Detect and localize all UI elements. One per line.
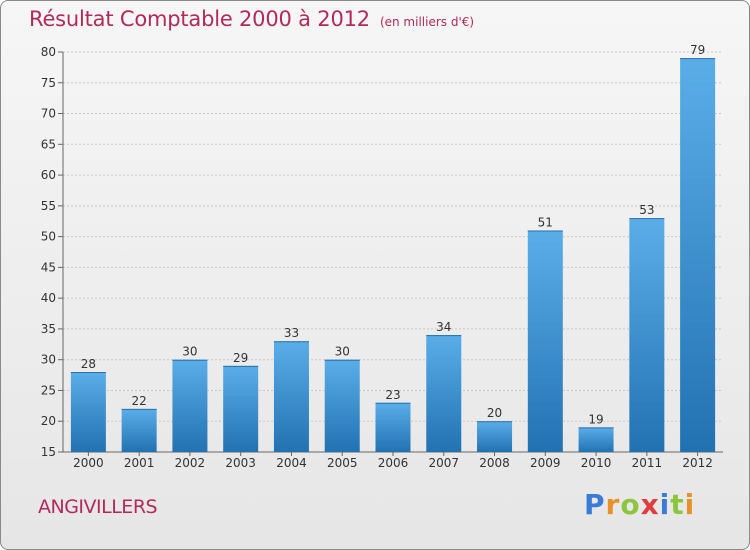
bar-2003 [223, 365, 259, 452]
x-tick-label: 2002 [175, 456, 206, 470]
x-tick-label: 2003 [225, 456, 256, 470]
x-tick-label: 2007 [428, 456, 459, 470]
y-tick-label: 65 [41, 137, 56, 151]
bar-2011 [629, 218, 665, 452]
data-label: 34 [436, 320, 451, 334]
x-tick-label: 2000 [73, 456, 104, 470]
y-tick-label: 40 [41, 291, 56, 305]
y-tick-label: 70 [41, 107, 56, 121]
bar-2010 [578, 427, 614, 452]
y-tick-label: 25 [41, 383, 56, 397]
x-tick-label: 2001 [124, 456, 155, 470]
x-tick-label: 2005 [327, 456, 358, 470]
y-tick-label: 20 [41, 414, 56, 428]
data-labels: 28 22 30 29 33 30 23 34 20 51 19 53 79 [81, 43, 706, 426]
logo-letter: o [620, 488, 641, 521]
logo-letter: i [684, 488, 696, 521]
data-label: 28 [81, 357, 96, 371]
logo-letter: t [670, 488, 685, 521]
bar-2006 [375, 402, 411, 452]
y-tick-label: 30 [41, 353, 56, 367]
y-tick-label: 15 [41, 445, 56, 459]
bar-2002 [172, 359, 208, 452]
y-tick-label: 55 [41, 199, 56, 213]
y-tick-label: 35 [41, 322, 56, 336]
x-tick-label: 2011 [632, 456, 663, 470]
logo-letter: i [659, 488, 671, 521]
bar-2007 [426, 335, 462, 452]
y-tick-label: 75 [41, 76, 56, 90]
data-label: 79 [690, 43, 705, 57]
x-tick-label: 2008 [479, 456, 510, 470]
bar-2008 [477, 421, 513, 452]
bar-2005 [324, 359, 360, 452]
bar-2001 [121, 408, 157, 452]
bar-2012 [680, 58, 716, 453]
y-tick-label: 60 [41, 168, 56, 182]
data-label: 29 [233, 351, 248, 365]
title-line: Résultat Comptable 2000 à 2012 (en millie… [29, 7, 474, 31]
bar-2000 [70, 372, 106, 452]
y-tick-label: 80 [41, 45, 56, 59]
data-label: 30 [335, 345, 350, 359]
y-tick-label: 45 [41, 260, 56, 274]
bar-2004 [273, 341, 309, 452]
data-label: 20 [487, 406, 502, 420]
x-tick-label: 2004 [276, 456, 307, 470]
data-label: 33 [284, 326, 299, 340]
logo-letter: P [584, 488, 606, 521]
data-label: 51 [538, 215, 553, 229]
x-tick-label: 2012 [682, 456, 713, 470]
commune-name: ANGIVILLERS [38, 496, 158, 518]
x-tick-label: 2009 [530, 456, 561, 470]
logo-letter: r [605, 488, 621, 521]
x-tick-label: 2006 [378, 456, 409, 470]
chart-subtitle: (en milliers d'€) [379, 15, 475, 29]
data-label: 23 [385, 388, 400, 402]
data-label: 19 [588, 412, 603, 426]
y-tick-label: 50 [41, 230, 56, 244]
chart-title: Résultat Comptable 2000 à 2012 [29, 7, 370, 31]
data-label: 30 [182, 345, 197, 359]
bar-2009 [527, 230, 563, 452]
axes: 15 20 25 30 35 40 45 50 55 60 65 70 75 80 2000 2001 2002… [41, 45, 723, 470]
logo-letter: x [640, 488, 660, 521]
data-label: 53 [639, 203, 654, 217]
bars [70, 58, 716, 453]
data-label: 22 [132, 394, 147, 408]
x-tick-label: 2010 [581, 456, 612, 470]
proxiti-logo[interactable]: Proxiti [584, 488, 695, 521]
